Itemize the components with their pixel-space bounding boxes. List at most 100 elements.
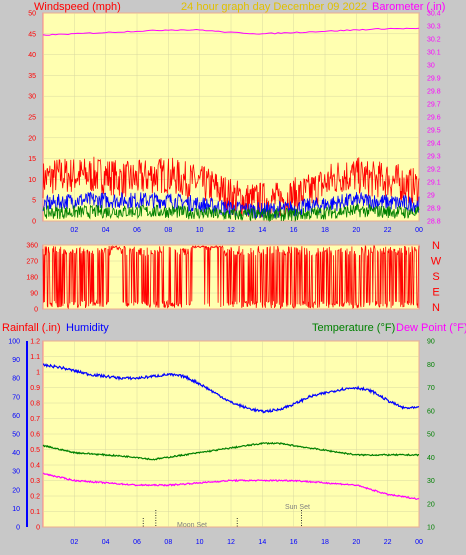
baro-tick-label: 30.2 [427,37,441,44]
rainfall-label: Rainfall (.in) [2,322,61,334]
temp-tick-label: 70 [427,385,435,392]
time-tick-label: 16 [290,227,298,234]
baro-tick-label: 28.9 [427,206,441,213]
time-tick-label: 06 [133,539,141,546]
baro-tick-label: 29.4 [427,141,441,148]
rain-tick-label: 1 [36,370,40,377]
temp-tick-label: 80 [427,362,435,369]
rain-tick-label: 0 [36,525,40,532]
temp-tick-label: 60 [427,408,435,415]
time-tick-label: 22 [384,227,392,234]
time-tick-label: 10 [196,227,204,234]
humidity-tick-label: 20 [12,487,20,494]
rain-tick-label: 1.2 [30,339,40,346]
time-tick-label: 08 [164,539,172,546]
humidity-tick-label: 50 [12,432,20,439]
wind-average-line [42,202,420,223]
time-tick-label: 12 [227,539,235,546]
baro-tick-label: 29.7 [427,102,441,109]
compass-label: E [432,287,439,299]
temp-tick-label: 50 [427,432,435,439]
wind-speed-line [42,191,420,219]
time-tick-label: 20 [352,227,360,234]
time-tick-label: 02 [70,539,78,546]
dewpoint-label: Dew Point (°F) [396,322,466,334]
baro-tick-label: 30 [427,63,435,70]
baro-tick-label: 29.5 [427,128,441,135]
annotations: Moon Set Sun Set [177,504,310,529]
temp-tick-label: 90 [427,339,435,346]
rain-tick-label: 0.9 [30,385,40,392]
temperature-label: Temperature (°F) [312,322,395,334]
time-tick-label: 14 [258,227,266,234]
graph-date-title: 24 hour graph day December 09 2022 [181,1,367,13]
time-tick-label: 04 [102,227,110,234]
temp-tick-label: 40 [427,455,435,462]
data-series [42,27,420,527]
baro-tick-label: 29.3 [427,154,441,161]
time-tick-label: 10 [196,539,204,546]
temp-tick-label: 30 [427,478,435,485]
rain-tick-label: 0.4 [30,463,40,470]
grid-lines [43,12,420,528]
baro-tick-label: 29.9 [427,76,441,83]
time-tick-label: 18 [321,227,329,234]
time-tick-label: 16 [290,539,298,546]
dew_point-line [43,472,420,500]
direction-tick-label: 360 [26,243,38,250]
rain-tick-label: 0.2 [30,494,40,501]
baro-tick-label: 29 [427,193,435,200]
direction-tick-label: 90 [30,291,38,298]
barometer-line [42,27,420,36]
time-tick-label: 20 [352,539,360,546]
humidity-line [43,363,420,414]
baro-tick-label: 30.3 [427,24,441,31]
axis-ticks: 0510152025303540455028.828.92929.129.229… [8,11,441,547]
humidity-tick-label: 10 [12,506,20,513]
wind-tick-label: 20 [28,135,36,142]
humidity-tick-label: 70 [12,394,20,401]
windspeed-label: Windspeed (mph) [34,1,121,13]
wind-tick-label: 15 [28,156,36,163]
wind-tick-label: 45 [28,31,36,38]
time-tick-label: 14 [258,539,266,546]
wind-gust-line [42,156,420,218]
wind-tick-label: 40 [28,52,36,59]
humidity-tick-label: 0 [16,525,20,532]
direction-tick-label: 180 [26,275,38,282]
temperature-line [42,441,419,461]
time-tick-label: 00 [415,539,423,546]
direction-tick-label: 270 [26,259,38,266]
baro-tick-label: 29.6 [427,115,441,122]
barometer-label: Barometer (.in) [372,1,445,13]
wind-tick-label: 5 [32,198,36,205]
wind-tick-label: 10 [28,177,36,184]
compass-label: W [431,256,442,268]
humidity-label: Humidity [66,322,109,334]
humidity-tick-label: 40 [12,450,20,457]
moon-set-label: Moon Set [177,522,207,529]
time-tick-label: 04 [102,539,110,546]
rain-tick-label: 0.1 [30,509,40,516]
baro-tick-label: 29.1 [427,180,441,187]
wind-tick-label: 35 [28,73,36,80]
rain-tick-label: 0.8 [30,401,40,408]
time-tick-label: 06 [133,227,141,234]
humidity-tick-label: 100 [8,339,20,346]
rain-tick-label: 0.5 [30,447,40,454]
temp-tick-label: 20 [427,501,435,508]
rain-tick-label: 0.3 [30,478,40,485]
time-tick-label: 08 [164,227,172,234]
sun-set-label: Sun Set [285,504,310,511]
wind-tick-label: 25 [28,115,36,122]
humidity-tick-label: 80 [12,376,20,383]
humidity-tick-label: 60 [12,413,20,420]
wind-tick-label: 30 [28,94,36,101]
humidity-tick-label: 90 [12,357,20,364]
compass-label: S [432,271,439,283]
baro-tick-label: 29.2 [427,167,441,174]
baro-tick-label: 30.1 [427,50,441,57]
compass-label: N [432,302,440,314]
temp-tick-label: 10 [427,525,435,532]
rain-tick-label: 0.7 [30,416,40,423]
